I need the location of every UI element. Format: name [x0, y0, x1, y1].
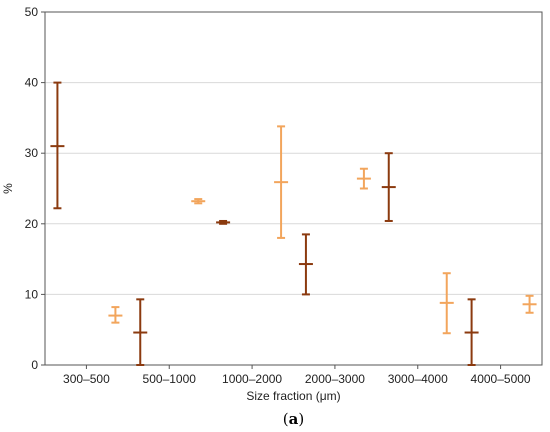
y-axis: 0 10 20 30 40 50 [25, 5, 45, 372]
y-tick-label: 50 [25, 5, 39, 19]
y-tick-label: 20 [25, 217, 39, 231]
x-tick-label: 3000–4000 [388, 372, 448, 386]
figure-caption: (a) [283, 410, 304, 428]
y-tick-label: 0 [31, 358, 38, 372]
y-axis-label: % [1, 183, 15, 194]
x-axis: 300–500 500–1000 1000–2000 2000–3000 3000–40… [63, 365, 531, 386]
plot-frame [44, 11, 543, 366]
error-bar [298, 233, 313, 296]
error-bars [50, 81, 537, 366]
x-tick-label: 1000–2000 [222, 372, 282, 386]
y-tick-label: 30 [25, 146, 39, 160]
error-bar [133, 298, 148, 366]
y-tick-label: 10 [25, 287, 39, 301]
error-bar [381, 152, 396, 222]
error-bar [274, 125, 289, 239]
error-bar [464, 298, 479, 366]
x-tick-label: 300–500 [63, 372, 110, 386]
error-bar [522, 294, 537, 314]
error-bar [356, 167, 371, 190]
x-axis-label: Size fraction (μm) [246, 389, 340, 403]
y-tick-label: 40 [25, 76, 39, 90]
error-bar [216, 219, 231, 225]
error-bar [50, 81, 65, 210]
grid-lines [45, 82, 542, 295]
x-tick-label: 2000–3000 [305, 372, 365, 386]
error-bar [108, 306, 123, 324]
x-tick-label: 500–1000 [143, 372, 197, 386]
error-bar [191, 198, 206, 205]
error-bar [439, 272, 454, 335]
x-tick-label: 4000–5000 [471, 372, 531, 386]
